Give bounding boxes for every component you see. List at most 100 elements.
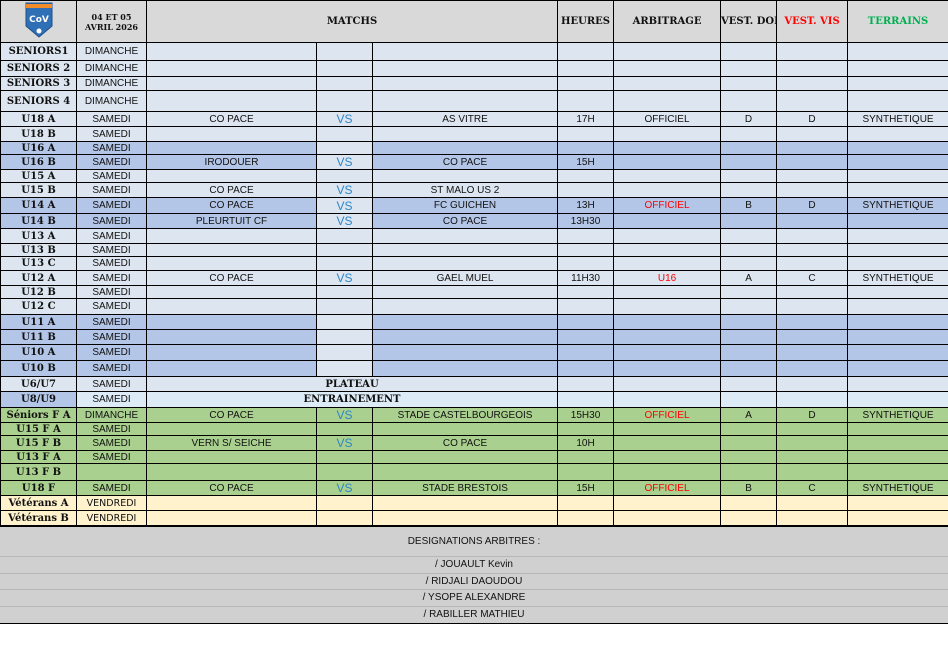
home-kit [720,76,778,91]
home-kit [720,256,778,271]
pitch-type [847,169,948,183]
referee-type: OFFICIEL [613,197,722,214]
team-name: U12 C [0,298,77,315]
vs-label: VS [316,154,373,170]
away-kit [776,376,849,392]
away-team [371,256,559,271]
home-kit: B [720,480,778,496]
match-day [76,463,147,481]
pitch-type [847,154,948,170]
away-kit: C [776,480,849,496]
pitch-type [847,435,948,451]
vs-label: VS [316,111,373,127]
pitch-type [847,256,948,271]
away-kit [776,391,849,408]
team-name: SENIORS 2 [0,60,77,77]
match-day: SAMEDI [76,197,147,214]
team-name: U14 A [0,197,77,214]
away-team: STADE CASTELBOURGEOIS [371,407,559,423]
home-kit [720,422,778,436]
home-team [146,243,317,257]
referee-type [613,154,722,170]
pitch-type: SYNTHETIQUE [847,270,948,286]
match-time [557,169,615,183]
terrains-header: TERRAINS [847,0,948,43]
match-day: VENDREDI [76,495,147,511]
pitch-type [847,60,948,77]
referee-name: / YSOPE ALEXANDRE [0,590,948,607]
vs-label [316,298,373,315]
away-team [371,243,559,257]
table-row: U16 A SAMEDI [0,141,948,155]
home-team [146,344,317,361]
match-time [557,510,615,526]
match-time [557,344,615,361]
vs-label: VS [316,182,373,198]
match-time: 10H [557,435,615,451]
away-team [371,298,559,315]
vs-label [316,285,373,299]
referee-name: / JOUAULT Kevin [0,557,948,574]
match-time [557,76,615,91]
home-kit: A [720,270,778,286]
match-time: 15H30 [557,407,615,423]
club-logo-icon: CoV [25,2,52,38]
referee-type [613,422,722,436]
match-time [557,450,615,464]
team-name: U13 B [0,243,77,257]
pitch-type [847,228,948,244]
away-team [371,90,559,112]
table-row: Séniors F A DIMANCHE CO PACE VS STADE CASTEL… [0,407,948,423]
table-row: U8/U9 SAMEDI ENTRAINEMENT [0,391,948,408]
match-day: SAMEDI [76,480,147,496]
home-kit [720,228,778,244]
home-team [146,90,317,112]
home-team: CO PACE [146,197,317,214]
away-team: AS VITRE [371,111,559,127]
vs-label [316,141,373,155]
away-kit [776,169,849,183]
match-day: DIMANCHE [76,42,147,61]
logo-cell: CoV [0,0,77,43]
table-row: SENIORS1 DIMANCHE [0,42,948,61]
pitch-type [847,344,948,361]
table-row: U11 B SAMEDI [0,329,948,345]
vs-label: VS [316,213,373,229]
pitch-type [847,329,948,345]
table-row: U13 F A SAMEDI [0,450,948,464]
pitch-type [847,450,948,464]
match-day: SAMEDI [76,256,147,271]
table-row: U13 B SAMEDI [0,243,948,257]
away-team [371,42,559,61]
match-day: DIMANCHE [76,90,147,112]
home-kit [720,243,778,257]
away-team [371,495,559,511]
table-row: U15 F A SAMEDI [0,422,948,436]
away-team [371,510,559,526]
home-kit [720,42,778,61]
referee-type: OFFICIEL [613,407,722,423]
vs-label [316,90,373,112]
home-kit [720,169,778,183]
table-row: U13 A SAMEDI [0,228,948,244]
team-name: U18 F [0,480,77,496]
pitch-type: SYNTHETIQUE [847,480,948,496]
match-day: SAMEDI [76,213,147,229]
table-row: U12 A SAMEDI CO PACE VS GAEL MUEL 11H30 U16 A C S… [0,270,948,286]
referee-type [613,298,722,315]
away-team: ST MALO US 2 [371,182,559,198]
home-team: CO PACE [146,407,317,423]
away-kit [776,141,849,155]
referee-type [613,376,722,392]
team-name: U18 A [0,111,77,127]
vs-label [316,126,373,142]
date-header: 04 ET 05 AVRIL 2026 [76,0,147,43]
home-kit: A [720,407,778,423]
away-kit [776,495,849,511]
team-name: U11 B [0,329,77,345]
heures-header: HEURES [557,0,615,43]
arbitrage-header: ARBITRAGE [613,0,722,43]
vs-label [316,42,373,61]
match-time [557,360,615,377]
home-kit [720,90,778,112]
